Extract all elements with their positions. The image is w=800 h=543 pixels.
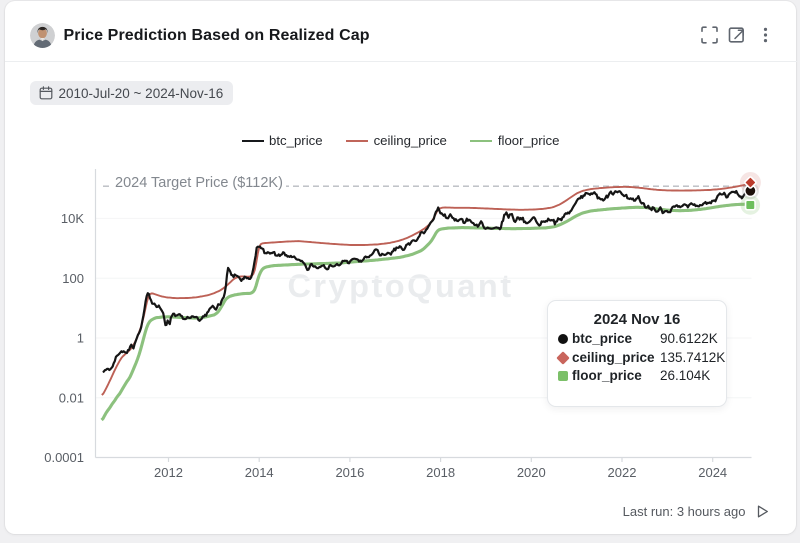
- svg-text:100: 100: [62, 271, 84, 286]
- svg-text:10K: 10K: [61, 211, 84, 226]
- svg-text:2016: 2016: [335, 465, 364, 480]
- svg-text:2012: 2012: [154, 465, 183, 480]
- svg-text:2014: 2014: [245, 465, 274, 480]
- svg-text:2018: 2018: [426, 465, 455, 480]
- svg-text:2024: 2024: [698, 465, 727, 480]
- svg-text:0.01: 0.01: [59, 390, 84, 405]
- svg-text:2024 Target Price ($112K): 2024 Target Price ($112K): [115, 175, 283, 191]
- svg-text:1: 1: [77, 331, 84, 346]
- svg-text:2022: 2022: [608, 465, 637, 480]
- svg-text:2020: 2020: [517, 465, 546, 480]
- svg-text:0.0001: 0.0001: [44, 450, 84, 465]
